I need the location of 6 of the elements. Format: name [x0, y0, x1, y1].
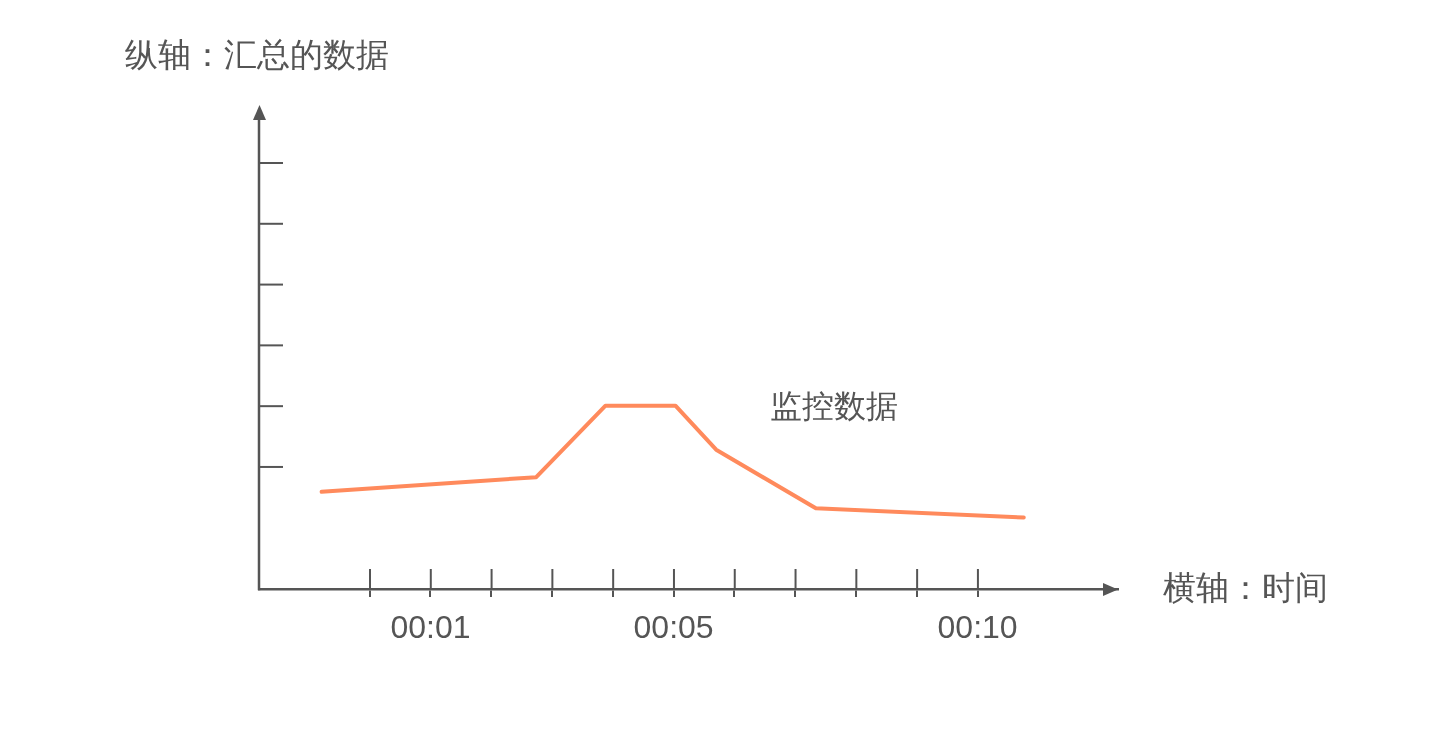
- series-label: 监控数据: [770, 388, 899, 425]
- text: 纵轴：汇总的数据: [125, 36, 389, 74]
- x-tick-label: 00:01: [390, 609, 471, 646]
- x-tick-label: 00:05: [633, 609, 714, 646]
- x-axis-title: 横轴：时间: [1163, 569, 1328, 607]
- x-tick-label: 00:10: [937, 609, 1018, 646]
